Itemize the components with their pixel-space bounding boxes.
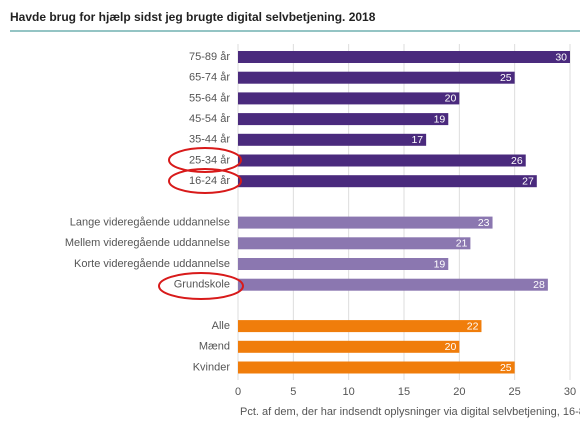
bar: [238, 258, 449, 270]
value-label: 25: [500, 362, 512, 374]
value-label: 23: [478, 217, 490, 229]
y-tick-label: 25-34 år: [189, 154, 230, 166]
bar: [238, 113, 449, 126]
y-tick-label: 75-89 år: [189, 51, 230, 63]
value-label: 26: [511, 155, 523, 167]
y-tick-label: Lange videregående uddannelse: [70, 217, 230, 229]
value-label: 17: [411, 134, 423, 146]
y-tick-label: Kvinder: [193, 361, 231, 373]
y-tick-label: Grundskole: [174, 279, 230, 291]
y-tick-label: 35-44 år: [189, 134, 230, 146]
value-label: 28: [533, 279, 545, 291]
chart-title: Havde brug for hjælp sidst jeg brugte di…: [10, 10, 376, 24]
x-axis-label: Pct. af dem, der har indsendt oplysninge…: [240, 406, 580, 418]
x-tick-label: 10: [343, 386, 355, 398]
x-tick-label: 5: [290, 386, 296, 398]
y-tick-label: Mellem videregående uddannelse: [65, 237, 230, 249]
y-tick-label: 45-54 år: [189, 113, 230, 125]
bar: [238, 92, 460, 105]
value-label: 27: [522, 175, 534, 187]
x-tick-label: 30: [564, 386, 576, 398]
y-tick-label: 16-24 år: [189, 175, 230, 187]
y-tick-label: Alle: [212, 320, 230, 332]
bar: [238, 71, 515, 84]
value-label: 19: [434, 258, 446, 270]
bar: [238, 216, 493, 229]
x-tick-label: 15: [398, 386, 410, 398]
value-label: 20: [445, 341, 457, 353]
highlight-ellipse: [168, 147, 242, 173]
value-label: 22: [467, 320, 479, 332]
bar: [238, 340, 460, 353]
bar: [238, 51, 570, 63]
x-tick-label: 25: [509, 386, 521, 398]
y-tick-label: 65-74 år: [189, 72, 230, 84]
bar: [238, 133, 427, 146]
highlight-ellipse: [158, 272, 244, 300]
value-label: 20: [445, 93, 457, 105]
bar: [238, 237, 471, 250]
highlight-ellipse: [168, 168, 242, 194]
bar: [238, 175, 537, 188]
value-label: 25: [500, 72, 512, 84]
x-tick-label: 0: [235, 386, 241, 398]
value-label: 30: [555, 51, 567, 63]
bar: [238, 278, 548, 291]
y-tick-label: Korte videregående uddannelse: [74, 258, 230, 270]
y-tick-label: Mænd: [199, 341, 230, 353]
bar: [238, 320, 482, 333]
y-tick-label: 55-64 år: [189, 92, 230, 104]
bar: [238, 154, 526, 167]
value-label: 21: [456, 238, 468, 250]
x-tick-label: 20: [453, 386, 465, 398]
bar: [238, 361, 515, 374]
value-label: 19: [434, 113, 446, 125]
